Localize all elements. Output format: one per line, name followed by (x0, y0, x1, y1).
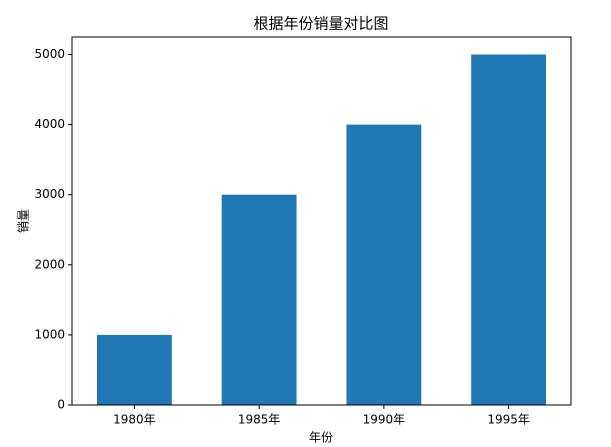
y-tick-label: 4000 (34, 117, 65, 131)
bar (96, 334, 172, 405)
y-tick-label: 3000 (34, 187, 65, 201)
y-tick-label: 5000 (34, 47, 65, 61)
y-tick-label: 1000 (34, 327, 65, 341)
x-tick-label: 1985年 (238, 413, 281, 427)
x-tick-label: 1980年 (113, 413, 156, 427)
bar (471, 54, 547, 406)
x-tick-label: 1995年 (487, 413, 530, 427)
y-axis-label: 销量 (17, 209, 31, 233)
plot-frame (71, 36, 572, 406)
bar (221, 194, 297, 405)
chart-title: 根据年份销量对比图 (253, 15, 388, 33)
x-tick-label: 1990年 (363, 413, 406, 427)
y-tick-label: 0 (57, 398, 65, 412)
y-tick-label: 2000 (34, 257, 65, 271)
x-axis-label: 年份 (309, 431, 333, 445)
bar (346, 124, 422, 405)
